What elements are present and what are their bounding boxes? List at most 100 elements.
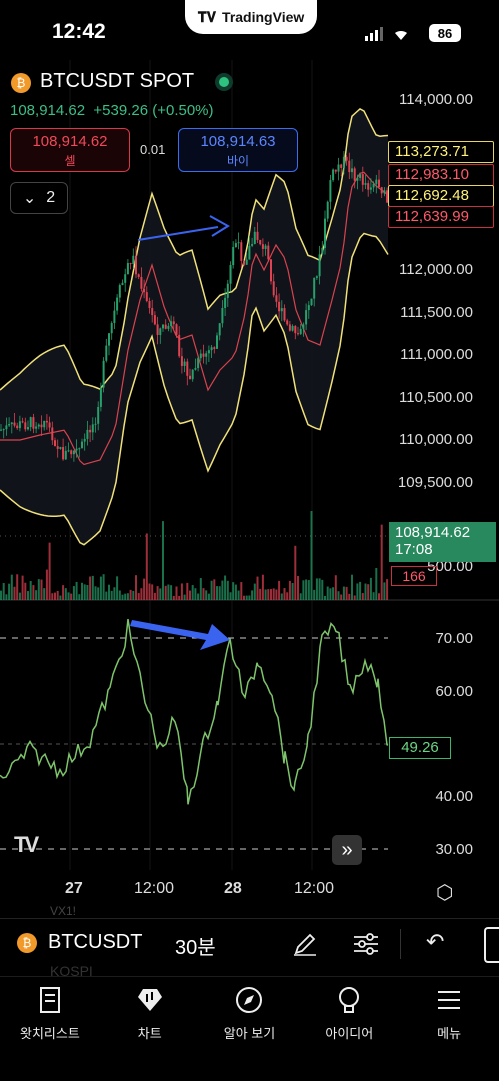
volume-bar bbox=[213, 579, 216, 600]
indicators-sliders-icon[interactable] bbox=[352, 931, 380, 957]
volume-bar bbox=[353, 595, 356, 600]
candle-body bbox=[216, 335, 218, 349]
symbol-title[interactable]: BTCUSDT SPOT bbox=[40, 70, 195, 92]
candle-body bbox=[132, 255, 135, 264]
drawing-pen-icon[interactable] bbox=[292, 931, 318, 957]
double-chevron-right-icon: » bbox=[341, 838, 353, 861]
candle-body bbox=[48, 422, 51, 428]
status-time: 12:42 bbox=[52, 20, 106, 43]
volume-bar bbox=[267, 589, 270, 600]
candle-body bbox=[86, 429, 89, 439]
indicator-count: 2 bbox=[46, 189, 56, 206]
candle-body bbox=[232, 247, 235, 266]
nav-watchlist[interactable]: 왓치리스트 bbox=[0, 977, 100, 1081]
candle-body bbox=[315, 276, 318, 278]
candle-body bbox=[135, 255, 137, 275]
volume-bar bbox=[153, 592, 156, 600]
undo-icon[interactable]: ↶ bbox=[426, 929, 445, 954]
candle-body bbox=[361, 174, 364, 185]
volume-bar bbox=[167, 584, 170, 600]
candle-body bbox=[372, 183, 375, 188]
candle-body bbox=[32, 417, 35, 429]
nav-explore[interactable]: 알아 보기 bbox=[200, 977, 300, 1081]
candle-body bbox=[64, 450, 67, 460]
candle-body bbox=[380, 187, 383, 194]
volume-bar bbox=[283, 588, 286, 600]
arrow-annotation-rsi[interactable] bbox=[130, 620, 230, 650]
nav-ideas[interactable]: 아이디어 bbox=[299, 977, 399, 1081]
nav-menu[interactable]: 메뉴 bbox=[399, 977, 499, 1081]
nav-label: 메뉴 bbox=[437, 1026, 462, 1041]
candle-body bbox=[243, 260, 245, 265]
candle-body bbox=[97, 406, 100, 424]
candle-body bbox=[43, 420, 46, 428]
volume-bar bbox=[280, 593, 283, 600]
candle-body bbox=[59, 447, 62, 449]
volume-bar bbox=[205, 590, 208, 600]
candle-body bbox=[75, 448, 78, 451]
arrow-annotation-price[interactable] bbox=[137, 215, 230, 241]
scroll-to-realtime-button[interactable]: » bbox=[332, 835, 362, 865]
sell-button[interactable]: 108,914.62 셀 bbox=[10, 128, 130, 172]
candle-body bbox=[186, 361, 189, 376]
volume-bar bbox=[78, 594, 81, 600]
sell-label: 셀 bbox=[64, 154, 76, 168]
candle-body bbox=[324, 218, 326, 248]
candle-body bbox=[310, 298, 313, 306]
watchlist-icon bbox=[39, 987, 60, 1013]
volume-bar bbox=[54, 592, 56, 600]
candle-body bbox=[364, 183, 367, 185]
volume-bar bbox=[229, 592, 232, 600]
volume-bar bbox=[175, 586, 178, 600]
volume-bar bbox=[37, 579, 40, 600]
candle-body bbox=[278, 301, 281, 312]
volume-bar bbox=[288, 580, 291, 600]
bollinger-fill bbox=[0, 108, 388, 545]
candle-body bbox=[356, 177, 359, 181]
volume-bar bbox=[383, 582, 386, 600]
toolbar-symbol[interactable]: BTCUSDT bbox=[48, 931, 143, 953]
fullscreen-icon[interactable] bbox=[484, 927, 499, 963]
candle-body bbox=[248, 245, 251, 260]
candle-body bbox=[78, 448, 81, 450]
volume-bar bbox=[113, 587, 116, 600]
buy-button[interactable]: 108,914.63 바이 bbox=[178, 128, 298, 172]
rsi-line bbox=[0, 618, 389, 805]
volume-bar bbox=[129, 589, 132, 600]
interval-selector[interactable]: 30분 bbox=[175, 937, 216, 959]
candle-body bbox=[29, 417, 32, 428]
candle-body bbox=[178, 334, 181, 357]
volume-bar bbox=[234, 584, 237, 600]
candle-body bbox=[45, 420, 48, 423]
volume-bar bbox=[207, 593, 210, 600]
candle-body bbox=[326, 201, 329, 219]
candles bbox=[0, 151, 389, 462]
time-axis-label: 27 bbox=[65, 880, 83, 897]
indicators-toggle-button[interactable]: ⌄ 2 bbox=[10, 182, 68, 214]
tradingview-pill[interactable]: 𝐓𝐕 TradingView bbox=[185, 0, 317, 34]
volume-bar bbox=[159, 588, 162, 600]
bollinger-upper-band bbox=[0, 107, 389, 391]
candle-body bbox=[369, 187, 372, 190]
candle-body bbox=[62, 447, 65, 460]
volume-bar bbox=[56, 590, 59, 600]
spread-value: 0.01 bbox=[140, 142, 166, 157]
volume-bar bbox=[232, 582, 235, 600]
price-chart[interactable] bbox=[0, 0, 499, 910]
chart-settings-icon[interactable]: ⬡ bbox=[436, 882, 454, 904]
volume-bar bbox=[140, 588, 143, 600]
candle-body bbox=[272, 281, 275, 296]
candle-body bbox=[286, 320, 289, 325]
bb-basis-tag: 112,692.48 bbox=[388, 185, 494, 207]
candle-body bbox=[378, 179, 380, 188]
nav-chart[interactable]: 차트 bbox=[100, 977, 200, 1081]
candle-body bbox=[156, 324, 159, 335]
candle-body bbox=[91, 424, 94, 433]
volume-bar bbox=[310, 510, 313, 600]
volume-bar bbox=[43, 588, 46, 600]
candle-body bbox=[383, 190, 386, 194]
price-axis-label: 110,500.00 bbox=[399, 389, 473, 406]
candle-body bbox=[256, 231, 259, 240]
volume-bar bbox=[372, 592, 375, 600]
volume-bar bbox=[348, 593, 351, 600]
